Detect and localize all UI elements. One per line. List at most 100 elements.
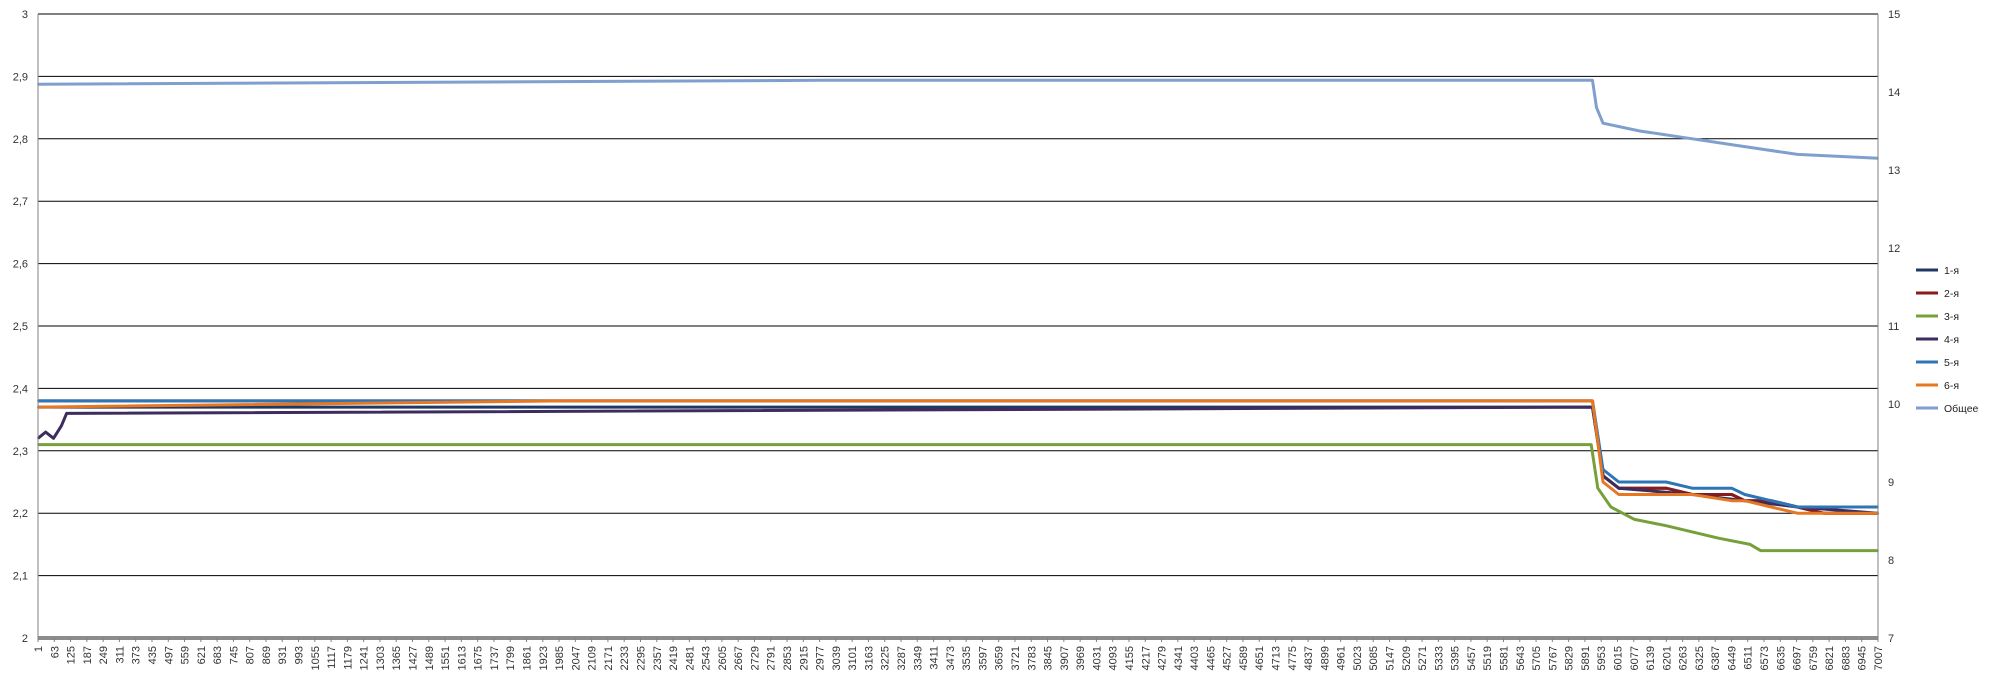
- data-point: [1744, 145, 1746, 148]
- data-point: [1665, 481, 1667, 483]
- x-tick-label: 373: [131, 646, 143, 664]
- x-tick-label: 1365: [391, 646, 403, 670]
- x-tick-label: 3783: [1026, 646, 1038, 670]
- x-tick-label: 63: [49, 646, 61, 658]
- x-tick-label: 1: [33, 646, 45, 652]
- data-point: [1633, 518, 1636, 521]
- x-tick-label: 4465: [1205, 646, 1217, 670]
- series-line-3-я: [38, 443, 1878, 553]
- x-tick-label: 5519: [1482, 646, 1494, 670]
- x-tick-label: 6945: [1857, 646, 1869, 670]
- axes: [37, 14, 1879, 638]
- x-tick-label: 2109: [587, 646, 599, 670]
- x-tick-label: 6759: [1808, 646, 1820, 670]
- x-tick-label: 2543: [701, 646, 713, 670]
- x-tick-label: 2481: [684, 646, 696, 670]
- data-point: [1691, 531, 1694, 533]
- x-tick-label: 5395: [1450, 646, 1462, 670]
- x-tick-label: 3473: [945, 646, 957, 670]
- x-tick-label: 4775: [1287, 646, 1299, 670]
- data-point: [1744, 499, 1746, 502]
- x-tick-label: 4155: [1124, 646, 1136, 670]
- x-tick-label: 6883: [1840, 646, 1852, 670]
- x-tick-label: 1055: [310, 646, 322, 670]
- series-line-Общее: [37, 78, 1879, 160]
- x-tick-label: 1923: [538, 646, 550, 670]
- x-tick-label: 125: [66, 646, 78, 664]
- x-tick-label: 6449: [1726, 646, 1738, 670]
- x-tick-label: 1241: [359, 646, 371, 670]
- x-tick-label: 1303: [375, 646, 387, 670]
- data-point: [1665, 524, 1667, 527]
- x-tick-label: 869: [261, 646, 273, 664]
- x-tick-label: 1489: [424, 646, 436, 670]
- data-point: [65, 412, 68, 415]
- y-left-tick-label: 2,5: [13, 321, 28, 333]
- x-tick-label: 7007: [1873, 646, 1885, 670]
- data-point: [44, 431, 47, 433]
- x-tick-label: 6573: [1759, 646, 1771, 670]
- x-tick-label: 5085: [1368, 646, 1380, 670]
- gridlines: [38, 13, 1878, 640]
- y-left-tick-label: 2,7: [13, 196, 28, 208]
- data-point: [1822, 512, 1825, 514]
- data-point: [1730, 493, 1733, 496]
- x-tick-label: 5271: [1417, 646, 1429, 670]
- x-tick-label: 2171: [603, 646, 615, 670]
- y-right-tick-label: 11: [1888, 321, 1899, 333]
- x-tick-label: 6077: [1629, 646, 1641, 670]
- data-point: [1665, 493, 1667, 496]
- y-left-tick-label: 2,1: [13, 571, 28, 583]
- data-point: [1691, 138, 1694, 140]
- x-tick-label: 5643: [1515, 646, 1527, 670]
- x-tick-label: 4341: [1173, 646, 1185, 670]
- x-tick-label: 3225: [880, 646, 892, 670]
- x-tick-label: 5705: [1531, 646, 1543, 670]
- x-tick-label: 187: [82, 646, 94, 664]
- x-tick-label: 6387: [1710, 646, 1722, 670]
- x-tick-label: 3907: [1059, 646, 1071, 670]
- x-tick-label: 4031: [1091, 646, 1103, 670]
- x-tick-label: 1551: [440, 646, 452, 670]
- data-point: [1639, 130, 1641, 132]
- data-point: [1602, 122, 1604, 124]
- x-tick-label: 1613: [456, 646, 468, 670]
- y-right-tick-label: 14: [1888, 87, 1900, 99]
- x-tick-label: 4837: [1303, 646, 1315, 670]
- data-point: [1591, 79, 1594, 82]
- x-tick-label: 6015: [1612, 646, 1624, 670]
- data-point: [1749, 543, 1751, 546]
- y-right-tick-label: 9: [1888, 477, 1894, 489]
- legend-label: 2-я: [1944, 288, 1959, 300]
- x-tick-label: 6201: [1661, 646, 1673, 670]
- x-tick-label: 2419: [668, 646, 680, 670]
- x-tick-label: 1117: [326, 646, 338, 669]
- x-tick-label: 4589: [1238, 646, 1250, 670]
- data-point: [1618, 481, 1620, 483]
- x-tick-label: 1179: [342, 646, 354, 670]
- data-point: [1770, 499, 1772, 502]
- legend: 1-я 2-я 3-я 4-я 5-я 6-я Общее: [1916, 265, 1979, 415]
- data-point: [1796, 153, 1799, 156]
- x-tick-label: 4713: [1271, 646, 1283, 670]
- x-tick-label: 5829: [1564, 646, 1576, 670]
- x-tick-label: 497: [163, 646, 175, 664]
- x-tick-label: 4403: [1189, 646, 1201, 670]
- legend-label: 3-я: [1944, 311, 1959, 323]
- x-tick-label: 5457: [1466, 646, 1478, 670]
- x-tick-label: 4093: [1108, 646, 1120, 670]
- data-point: [1595, 106, 1598, 109]
- x-tick-label: 3659: [994, 646, 1006, 670]
- data-point: [1770, 506, 1772, 508]
- x-tick-label: 5147: [1385, 646, 1397, 670]
- x-tick-label: 4279: [1157, 646, 1169, 670]
- x-tick-label: 2357: [652, 646, 664, 670]
- data-point: [52, 437, 55, 440]
- x-tick-label: 4899: [1319, 646, 1331, 670]
- data-point: [1591, 400, 1594, 402]
- x-tick-label: 993: [294, 646, 306, 664]
- x-tick-label: 1737: [489, 646, 501, 670]
- x-tick-label: 3721: [1010, 646, 1022, 670]
- x-tick-label: 2605: [717, 646, 729, 670]
- y-left-tick-label: 2,8: [13, 134, 28, 146]
